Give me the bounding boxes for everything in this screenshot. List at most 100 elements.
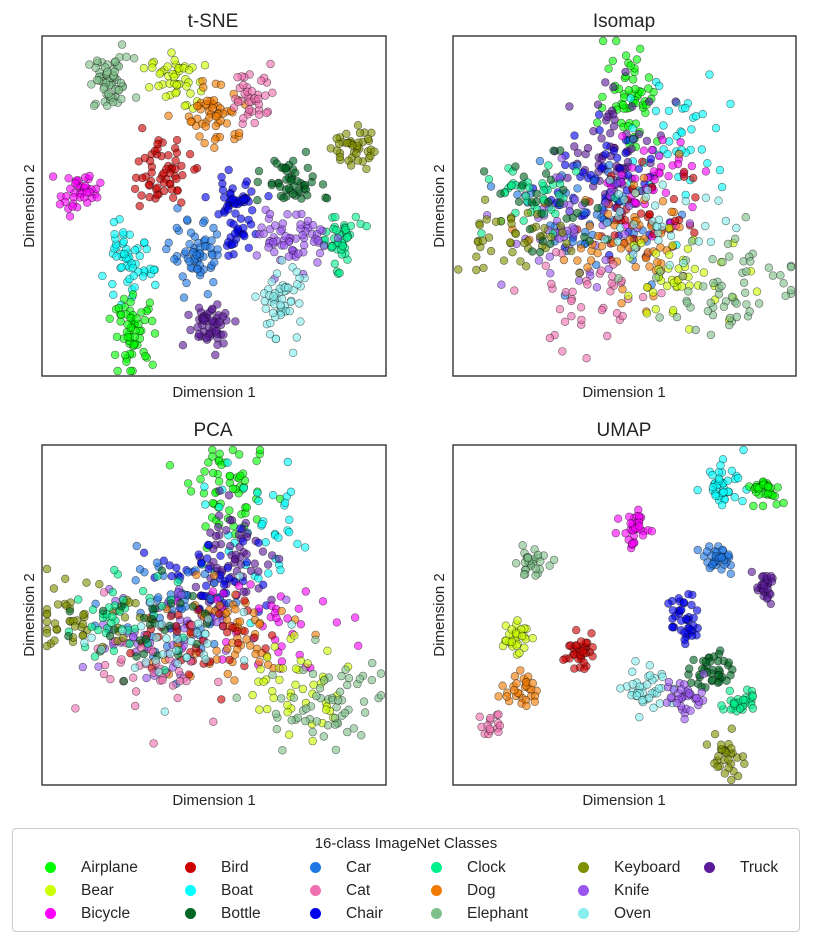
- point-cat: [129, 673, 138, 682]
- x-axis-label: Dimension 1: [582, 792, 665, 809]
- point-dog: [235, 617, 245, 626]
- point-chair: [687, 600, 696, 610]
- point-keyboard: [499, 256, 509, 265]
- point-bicycle: [354, 641, 363, 650]
- point-cat: [209, 717, 218, 726]
- point-cat: [106, 674, 115, 684]
- point-keyboard: [42, 628, 52, 638]
- point-elephant: [302, 704, 311, 713]
- point-oven: [293, 280, 302, 289]
- point-car: [206, 243, 215, 253]
- point-cat: [541, 261, 550, 270]
- point-elephant: [311, 635, 320, 644]
- point-truck: [601, 78, 610, 87]
- point-knife: [282, 595, 291, 604]
- point-bicycle: [332, 618, 341, 627]
- point-bear: [308, 736, 317, 746]
- point-dog: [215, 601, 224, 610]
- point-car: [693, 545, 702, 555]
- point-boat: [117, 263, 126, 272]
- point-bear: [651, 305, 660, 314]
- point-knife: [283, 210, 292, 219]
- point-clock: [539, 186, 548, 195]
- point-bear: [283, 707, 292, 717]
- point-keyboard: [710, 729, 720, 739]
- point-bear: [291, 664, 301, 673]
- point-bird: [218, 621, 228, 631]
- point-truck: [215, 511, 224, 520]
- point-knife: [672, 698, 681, 708]
- point-boat: [715, 165, 725, 175]
- point-airplane: [204, 458, 213, 467]
- point-knife: [292, 210, 301, 219]
- point-car: [183, 215, 192, 224]
- point-oven: [721, 216, 731, 226]
- point-clock: [88, 605, 98, 614]
- point-dog: [494, 692, 503, 701]
- point-cat: [254, 94, 263, 104]
- point-knife: [574, 276, 584, 285]
- legend-marker: [310, 908, 321, 919]
- point-keyboard: [740, 759, 749, 768]
- point-airplane: [137, 308, 146, 317]
- point-car: [183, 568, 193, 577]
- point-bear: [668, 241, 677, 250]
- y-axis-label: Dimension 2: [431, 164, 448, 247]
- point-bottle: [288, 189, 298, 199]
- point-elephant: [108, 97, 118, 107]
- point-oven: [658, 672, 667, 681]
- point-oven: [182, 653, 192, 662]
- point-clock: [173, 577, 183, 587]
- point-elephant: [741, 213, 750, 222]
- point-boat: [239, 484, 248, 493]
- legend-label: Bicycle: [81, 905, 131, 922]
- legend-label: Oven: [614, 905, 652, 922]
- point-bottle: [544, 198, 553, 207]
- point-chair: [239, 195, 248, 204]
- point-dog: [583, 263, 592, 272]
- point-bear: [699, 268, 709, 277]
- point-dog: [164, 111, 173, 121]
- point-truck: [762, 594, 772, 603]
- point-knife: [592, 283, 602, 292]
- point-dog: [593, 249, 602, 258]
- point-boat: [651, 106, 661, 116]
- point-keyboard: [353, 121, 363, 130]
- point-chair: [254, 538, 263, 547]
- point-elephant: [518, 541, 527, 550]
- point-bicycle: [635, 522, 644, 531]
- point-car: [152, 558, 162, 567]
- point-truck: [274, 554, 284, 564]
- point-bird: [153, 139, 162, 149]
- point-bottle: [272, 159, 281, 168]
- point-airplane: [105, 314, 114, 323]
- point-car: [726, 569, 735, 578]
- point-bottle: [188, 591, 198, 601]
- point-bird: [240, 596, 249, 605]
- point-chair: [236, 214, 246, 223]
- point-cat: [239, 80, 248, 90]
- point-oven: [632, 691, 642, 700]
- point-boat: [698, 109, 707, 119]
- legend-marker: [578, 862, 589, 873]
- point-dog: [528, 678, 537, 688]
- point-oven: [641, 193, 651, 202]
- point-bicycle: [617, 170, 626, 180]
- point-knife: [259, 229, 268, 239]
- point-boat: [112, 252, 121, 261]
- point-airplane: [148, 316, 157, 326]
- point-chair: [227, 240, 237, 249]
- point-bottle: [511, 162, 520, 171]
- point-airplane: [208, 452, 217, 461]
- point-knife: [177, 590, 186, 599]
- point-chair: [231, 209, 240, 218]
- point-bird: [153, 183, 162, 192]
- point-elephant: [739, 278, 749, 287]
- point-boat: [142, 244, 151, 254]
- point-oven: [631, 188, 640, 198]
- point-oven: [154, 667, 164, 677]
- point-bicycle: [82, 188, 92, 197]
- point-knife: [333, 233, 343, 243]
- point-bottle: [64, 631, 73, 641]
- point-truck: [200, 316, 209, 325]
